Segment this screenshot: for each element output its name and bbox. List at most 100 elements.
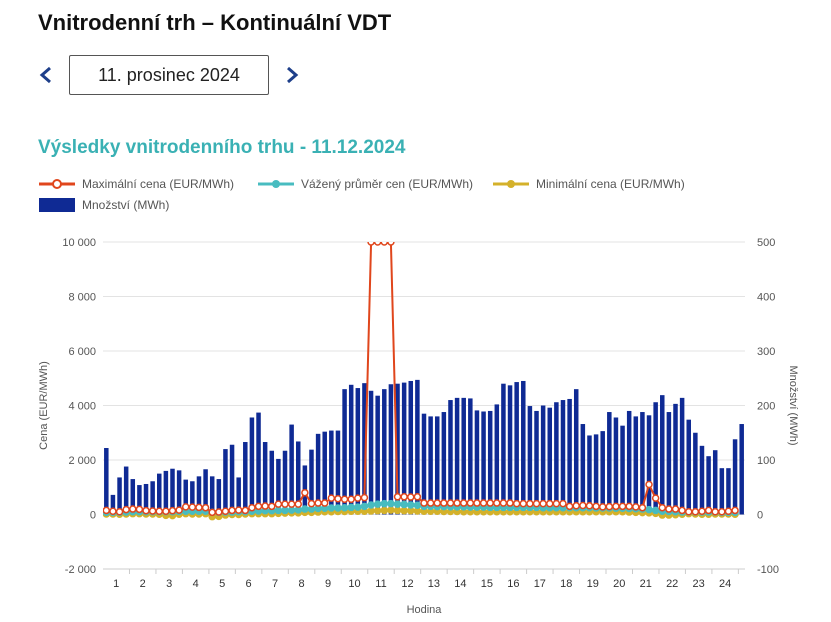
min-price-point	[393, 506, 402, 515]
quantity-bar	[580, 424, 586, 515]
date-picker[interactable]: 11. prosinec 2024	[69, 55, 269, 95]
max-price-point	[671, 505, 680, 513]
quantity-bar	[640, 412, 645, 515]
quantity-bar	[593, 434, 599, 515]
x-tick-label: 10	[348, 578, 360, 590]
max-price-point	[625, 502, 633, 511]
prev-day-button[interactable]	[38, 66, 56, 84]
avg-price-point	[188, 507, 197, 515]
quantity-bar	[362, 383, 367, 515]
quantity-bar	[527, 406, 533, 515]
max-price-point	[393, 493, 402, 501]
avg-price-point	[579, 503, 587, 512]
next-day-button[interactable]	[284, 66, 302, 84]
min-price-point	[486, 508, 494, 516]
y-tick-label-left: 4 000	[68, 401, 96, 413]
quantity-bar	[229, 444, 235, 515]
min-price-point	[155, 510, 164, 518]
max-price-point	[175, 506, 183, 514]
avg-price-point	[354, 503, 362, 511]
avg-price-point	[671, 508, 680, 516]
max-price-point	[466, 499, 475, 507]
min-price-point	[413, 507, 422, 515]
min-price-point	[400, 506, 408, 515]
max-price-point	[221, 507, 230, 515]
avg-price-point	[221, 508, 230, 516]
avg-price-point	[512, 503, 521, 512]
avg-price-point	[506, 503, 514, 512]
min-price-point	[215, 512, 223, 521]
quantity-bar	[315, 433, 321, 515]
quantity-bar	[560, 400, 566, 515]
y-tick-label-left: 8 000	[68, 292, 96, 304]
avg-price-point	[539, 503, 547, 512]
max-price-point	[314, 499, 322, 507]
max-price-point	[420, 499, 428, 507]
max-price-point	[360, 493, 369, 502]
avg-price-point	[645, 505, 653, 514]
avg-price-point	[433, 502, 441, 511]
quantity-bar	[607, 412, 612, 515]
min-price-point	[307, 508, 316, 517]
avg-price-point	[711, 508, 719, 516]
max-price-point	[181, 503, 190, 511]
legend-bar-icon	[39, 198, 75, 212]
min-price-point	[671, 511, 680, 519]
avg-price-point	[135, 508, 144, 516]
avg-price-point	[426, 502, 435, 511]
max-price-point	[459, 499, 468, 507]
x-tick-label: 7	[272, 578, 278, 590]
min-price-point	[228, 510, 236, 519]
avg-price-point	[446, 503, 455, 511]
max-price-point	[718, 508, 726, 516]
quantity-bar	[573, 389, 579, 515]
quantity-bar	[269, 450, 275, 515]
max-price-point	[546, 499, 554, 508]
avg-price-point	[314, 504, 322, 513]
max-price-point	[691, 508, 700, 516]
avg-price-point	[519, 503, 528, 512]
quantity-bar	[401, 382, 407, 515]
min-price-point	[546, 508, 554, 516]
avg-price-point	[155, 508, 164, 516]
avg-price-point	[400, 500, 408, 509]
avg-price-point	[109, 508, 117, 517]
max-price-point	[241, 506, 250, 515]
avg-price-point	[234, 508, 243, 516]
min-price-point	[704, 510, 713, 518]
y-tick-label-right: 400	[757, 292, 775, 304]
max-price-point	[526, 499, 534, 508]
max-price-point	[724, 507, 733, 515]
quantity-bar	[719, 468, 725, 515]
min-price-point	[261, 509, 269, 518]
quantity-bar	[309, 449, 314, 515]
max-price-point	[413, 493, 422, 501]
avg-price-point	[115, 508, 124, 517]
quantity-bar	[196, 476, 202, 515]
avg-price-point	[499, 503, 508, 512]
max-price-point	[281, 500, 289, 508]
quantity-bar	[706, 456, 711, 515]
max-price-point	[632, 503, 640, 511]
min-price-point	[466, 508, 475, 516]
avg-price-point	[658, 507, 667, 515]
max-price-point	[287, 500, 296, 508]
avg-price-point	[215, 508, 223, 517]
x-tick-label: 22	[666, 578, 678, 590]
quantity-bar	[739, 424, 744, 515]
min-price-point	[691, 510, 700, 518]
min-price-point	[426, 507, 435, 515]
max-price-point	[248, 503, 256, 512]
max-price-point	[539, 499, 547, 508]
min-price-point	[234, 510, 243, 519]
min-price-point	[135, 509, 144, 518]
max-price-point	[433, 499, 441, 507]
quantity-bar	[295, 441, 301, 515]
avg-price-point	[261, 506, 269, 515]
avg-price-point	[731, 508, 739, 517]
max-price-point	[201, 503, 210, 512]
avg-price-point	[526, 503, 534, 512]
avg-price-point	[453, 503, 461, 511]
quantity-bar	[110, 494, 116, 515]
max-price-point	[479, 499, 488, 507]
